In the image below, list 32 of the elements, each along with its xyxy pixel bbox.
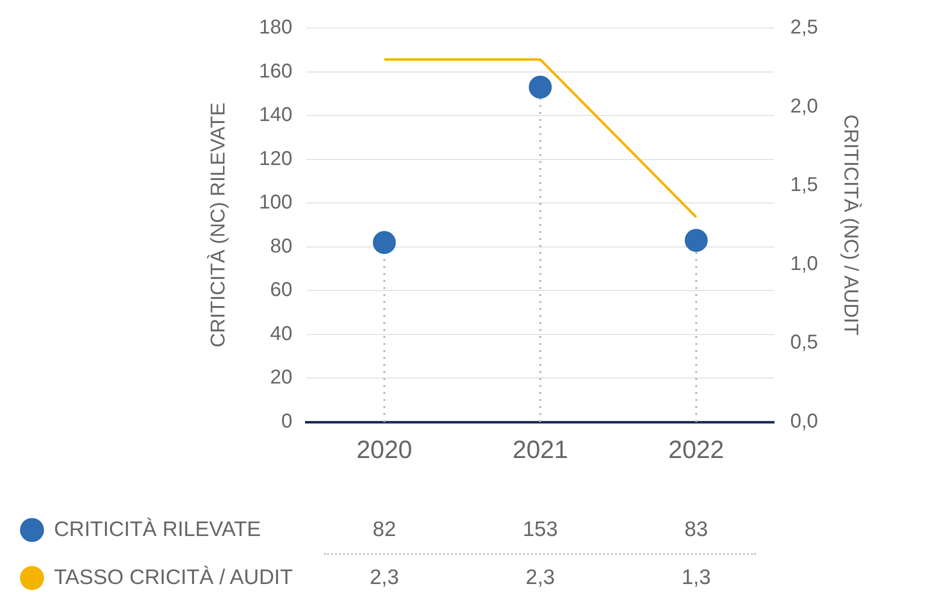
y-tick-label: 120 <box>258 148 292 170</box>
y-axis-title: CRITICITÀ (NC) RILEVATE <box>206 102 230 348</box>
y2-tick-label: 1,0 <box>790 252 818 275</box>
legend-label: TASSO CRICITÀ / AUDIT <box>54 566 293 590</box>
data-label: 82 <box>372 517 397 543</box>
point <box>528 76 552 99</box>
y2-tick-label: 2,5 <box>790 16 818 39</box>
data-label: 1,3 <box>680 565 712 591</box>
y-tick-label: 140 <box>258 104 292 126</box>
point <box>372 231 396 254</box>
data-label: 2,3 <box>368 565 400 591</box>
x-tick-label: 2020 <box>356 436 412 464</box>
y2-tick-label: 0,5 <box>790 332 818 354</box>
point <box>684 228 708 252</box>
y-tick-label: 20 <box>270 366 292 389</box>
y-tick-label: 60 <box>270 279 292 302</box>
data-label: 2,3 <box>524 565 556 591</box>
x-tick-label: 2021 <box>512 436 568 464</box>
y-tick-label: 80 <box>270 235 292 258</box>
x-tick-label: 2022 <box>668 436 724 464</box>
y-tick-label: 0 <box>281 410 292 433</box>
y-tick-label: 40 <box>270 322 292 345</box>
y-tick-label: 160 <box>258 60 292 82</box>
y-tick-label: 100 <box>258 192 292 214</box>
y2-tick-label: 2,0 <box>790 95 818 118</box>
legend-label: CRITICITÀ RILEVATE <box>54 518 261 542</box>
y2-tick-label: 1,5 <box>790 174 818 196</box>
data-label: 153 <box>522 517 559 543</box>
y-tick-label: 180 <box>258 16 292 39</box>
y2-tick-label: 0,0 <box>790 410 818 433</box>
y2-axis-title: CRITICITÀ (NC) / AUDIT <box>839 114 862 336</box>
data-label: 83 <box>684 517 709 543</box>
